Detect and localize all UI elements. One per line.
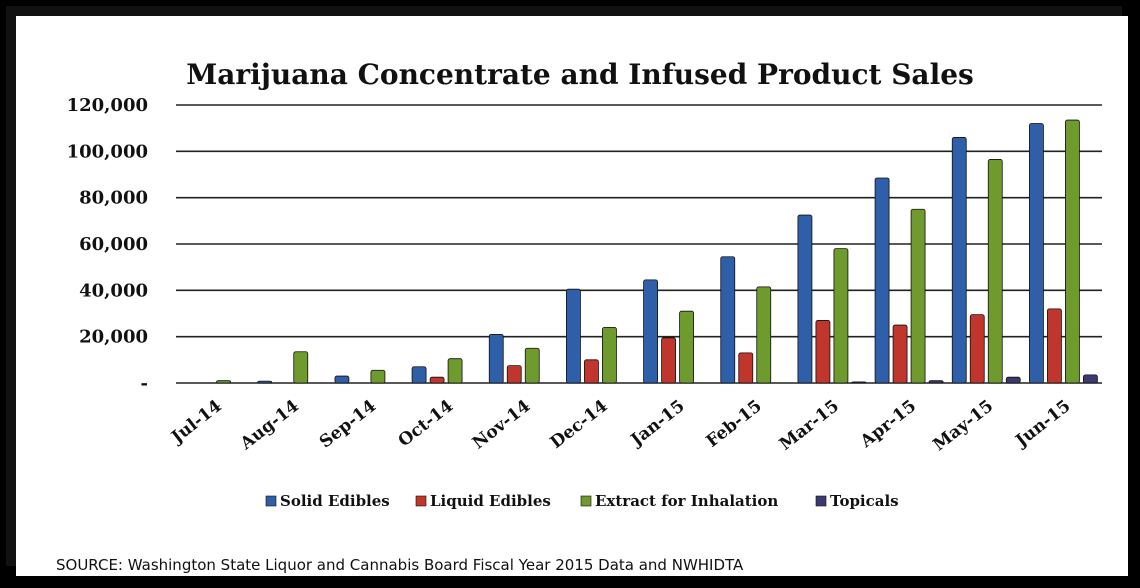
x-tick-label: Jun-15 — [1011, 396, 1075, 452]
y-tick-label: 20,000 — [79, 327, 148, 348]
legend-label: Solid Edibles — [280, 492, 390, 510]
legend-swatch — [815, 495, 827, 507]
bar — [851, 381, 867, 384]
bar — [293, 351, 309, 384]
y-tick-label: 60,000 — [79, 234, 148, 255]
bar — [951, 137, 967, 384]
chart-title: Marijuana Concentrate and Infused Produc… — [186, 58, 974, 91]
x-tick-label: Apr-15 — [856, 396, 920, 452]
x-tick-label: Mar-15 — [776, 396, 843, 455]
legend-label: Topicals — [830, 492, 899, 510]
bar — [524, 347, 540, 384]
bar — [584, 359, 599, 384]
y-tick-label: 80,000 — [79, 188, 148, 209]
bar — [411, 366, 427, 384]
legend-swatch — [580, 495, 592, 507]
bar — [1083, 374, 1098, 384]
bar — [643, 279, 658, 384]
bar — [370, 369, 386, 384]
bar — [874, 177, 890, 384]
x-tick-label: Oct-14 — [395, 396, 458, 451]
bar — [566, 288, 581, 384]
bar — [833, 248, 849, 384]
x-tick-label: Dec-14 — [547, 396, 612, 453]
bar — [429, 376, 445, 384]
bar — [815, 320, 831, 384]
bar-chart: Marijuana Concentrate and Infused Produc… — [67, 58, 1102, 510]
bar — [797, 214, 813, 384]
bar — [661, 337, 676, 384]
y-axis-ticks: - 20,000 40,000 60,000 80,000 100,000 120,000 — [67, 95, 148, 394]
x-tick-label: Nov-14 — [469, 396, 535, 453]
bar — [1029, 123, 1044, 384]
bar — [720, 256, 736, 384]
y-tick-label: 100,000 — [67, 141, 148, 162]
legend-label: Liquid Edibles — [430, 492, 551, 510]
bar — [216, 380, 231, 384]
bar — [892, 324, 908, 384]
x-tick-label: Jul-14 — [166, 396, 225, 449]
bar — [447, 358, 463, 384]
bar — [506, 365, 522, 384]
y-tick-label: 40,000 — [79, 280, 148, 301]
legend: Solid Edibles Liquid Edibles Extract for I… — [265, 492, 899, 510]
bar — [928, 380, 944, 384]
bar — [602, 326, 617, 384]
bar — [1065, 119, 1080, 384]
legend-swatch — [415, 495, 427, 507]
x-tick-label: Sep-14 — [316, 396, 380, 452]
x-axis-ticks: Jul-14 Aug-14 Sep-14 Oct-14 Nov-14 Dec-14 Jan-… — [166, 396, 1074, 455]
chart-panel: Marijuana Concentrate and Infused Produc… — [16, 16, 1128, 576]
x-tick-label: May-15 — [930, 396, 998, 455]
source-note: SOURCE: Washington State Liquor and Cann… — [56, 556, 744, 574]
bar — [756, 286, 772, 384]
y-tick-label: - — [141, 373, 148, 394]
x-tick-label: Feb-15 — [703, 396, 766, 452]
bar — [738, 352, 754, 384]
bar — [488, 333, 504, 384]
legend-swatch — [265, 495, 277, 507]
x-tick-label: Jan-15 — [626, 396, 689, 451]
bar — [334, 375, 350, 384]
gridlines — [176, 104, 1102, 384]
bars — [216, 119, 1098, 384]
bar — [679, 310, 694, 384]
bar — [910, 208, 926, 384]
bar — [969, 314, 985, 384]
bar — [257, 380, 273, 384]
legend-label: Extract for Inhalation — [595, 492, 778, 510]
x-tick-label: Aug-14 — [236, 396, 303, 454]
bar — [987, 159, 1003, 384]
bar — [1005, 376, 1021, 384]
bar — [1047, 308, 1062, 384]
y-tick-label: 120,000 — [67, 95, 148, 116]
